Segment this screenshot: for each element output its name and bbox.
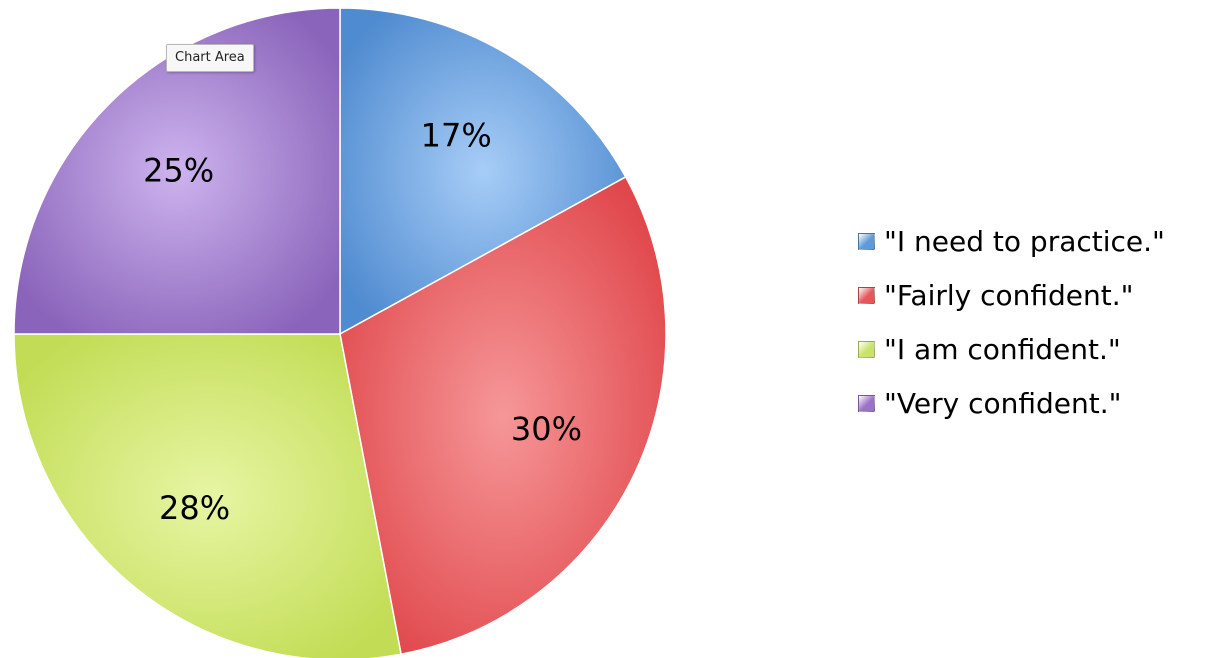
pie-slice-2 (339, 175, 667, 656)
pie-slice-1 (339, 7, 627, 336)
data-label-3: 28% (159, 489, 230, 527)
data-label-2: 30% (511, 410, 582, 448)
legend-swatch-1 (858, 232, 875, 250)
data-label-1: 17% (421, 117, 492, 155)
legend-item-4: "Very confident." (858, 376, 1165, 430)
legend-swatch-3 (858, 340, 875, 358)
legend-label-1: "I need to practice." (884, 224, 1165, 258)
legend-item-1: "I need to practice." (858, 214, 1165, 268)
legend-swatch-4 (858, 394, 875, 412)
legend-item-2: "Fairly confident." (858, 268, 1165, 322)
pie-slice-4 (13, 7, 341, 335)
legend-label-3: "I am confident." (884, 332, 1121, 366)
legend: "I need to practice." "Fairly confident."… (858, 214, 1165, 430)
legend-item-3: "I am confident." (858, 322, 1165, 376)
chart-area-tooltip: Chart Area (166, 44, 254, 72)
legend-label-4: "Very confident." (884, 386, 1122, 420)
legend-label-2: "Fairly confident." (884, 278, 1134, 312)
data-label-4: 25% (143, 152, 214, 190)
pie-slice-3 (13, 333, 402, 658)
legend-swatch-2 (858, 286, 875, 304)
